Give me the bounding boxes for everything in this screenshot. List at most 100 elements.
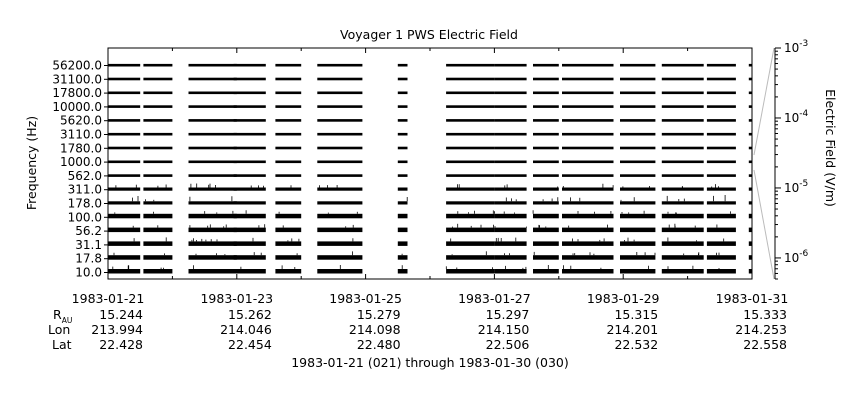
spectrum-band-segment: [446, 119, 495, 122]
spectrum-band-segment: [706, 160, 736, 164]
x-tick-lat: 22.558: [743, 337, 787, 352]
spectrum-band-segment: [748, 132, 752, 136]
spectrum-band-segment: [533, 146, 559, 150]
spectrum-band-segment: [275, 63, 302, 67]
colorbar-connector: [753, 169, 775, 280]
spectrum-band-segment: [143, 174, 173, 177]
x-axis-label: 1983-01-21 (021) through 1983-01-30 (030…: [291, 355, 569, 370]
spectrum-band-segment: [397, 160, 408, 164]
spectrum-band-segment: [446, 91, 495, 95]
spectrum-band-segment: [143, 241, 173, 246]
y-tick-label: 10000.0: [52, 100, 102, 114]
spectrum-band-segment: [446, 146, 495, 150]
spectrum-band-segment: [317, 187, 363, 191]
spectrum-band-segment: [562, 132, 614, 136]
y-tick-label: 100.0: [68, 210, 102, 224]
spectrum-band-segment: [620, 269, 656, 274]
spectrum-band-segment: [620, 201, 656, 205]
spectrum-band-segment: [620, 91, 656, 95]
x-tick-r: 15.315: [614, 307, 658, 322]
spectrum-band-segment: [233, 63, 266, 67]
spectrum-band-segment: [620, 241, 656, 246]
spectrum-band-segment: [661, 187, 704, 191]
spectrum-band-segment: [233, 255, 266, 260]
x-tick-lon: 214.098: [349, 322, 401, 337]
spectrum-band-segment: [275, 132, 302, 136]
spectrum-band-segment: [397, 77, 408, 81]
spectrum-band-segment: [233, 77, 266, 81]
y-tick-label: 1780.0: [60, 141, 102, 155]
spectrum-band-segment: [143, 201, 173, 205]
spectrum-band-segment: [397, 146, 408, 150]
spectrum-band-segment: [108, 91, 141, 95]
spectrum-band-segment: [143, 119, 173, 122]
spectrum-band-segment: [661, 269, 704, 274]
y-tick-label: 10.0: [75, 266, 102, 280]
spectrum-band-segment: [748, 119, 752, 122]
colorbar-tick-label: 10-5: [784, 179, 808, 195]
spectrum-band-segment: [446, 241, 495, 246]
spectrum-band-segment: [188, 119, 237, 122]
spectrum-band-segment: [397, 227, 408, 233]
spectrum-band-segment: [446, 77, 495, 81]
spectrum-band-segment: [275, 201, 302, 205]
spectrum-band-segment: [108, 77, 141, 81]
spectrum-band-segment: [620, 105, 656, 108]
spectrum-band-segment: [661, 160, 704, 164]
spectrum-band-segment: [620, 160, 656, 164]
spectrum-band-segment: [317, 269, 363, 274]
y-tick-label: 56.2: [75, 224, 102, 238]
spectrum-band-segment: [317, 241, 363, 246]
y-tick-label: 17800.0: [52, 86, 102, 100]
spectrum-band-segment: [108, 63, 141, 67]
spectrum-band-segment: [562, 77, 614, 81]
spectrum-band-segment: [706, 241, 736, 246]
spectrum-band-segment: [317, 91, 363, 95]
spectrum-band-segment: [494, 105, 527, 108]
colorbar-label: Electric Field (V/m): [823, 89, 838, 207]
spectrum-band-segment: [275, 255, 302, 260]
x-tick-lat: 22.428: [99, 337, 143, 352]
spectrum-band-segment: [661, 213, 704, 219]
spectrum-band-segment: [748, 63, 752, 67]
ephemeris-row-labels: RAU Lon Lat: [48, 307, 72, 352]
x-tick-lat: 22.480: [357, 337, 401, 352]
x-tick-r: 15.262: [228, 307, 272, 322]
spectrum-band-segment: [188, 160, 237, 164]
spectrum-band-segment: [494, 119, 527, 122]
y-tick-label: 311.0: [68, 183, 102, 197]
x-tick-lon: 214.150: [478, 322, 530, 337]
spectrum-band-segment: [446, 132, 495, 136]
spectrum-band-segment: [494, 201, 527, 205]
spectrum-band-segment: [317, 105, 363, 108]
x-tick-lon: 213.994: [91, 322, 143, 337]
x-tick-lon: 214.253: [735, 322, 787, 337]
spectrum-band-segment: [706, 91, 736, 95]
spectrum-band-segment: [233, 213, 266, 219]
spectrum-band-segment: [143, 63, 173, 67]
spectrum-band-segment: [143, 146, 173, 150]
spectrum-band-segment: [446, 174, 495, 177]
spectrum-band-segment: [706, 77, 736, 81]
spectrum-band-segment: [188, 77, 237, 81]
spectrum-band-segment: [533, 174, 559, 177]
spectrum-band-segment: [533, 241, 559, 246]
spectrum-band-segment: [706, 105, 736, 108]
spectrum-band-segment: [494, 174, 527, 177]
spectrum-band-segment: [562, 160, 614, 164]
spectrum-band-segment: [620, 77, 656, 81]
spectrum-band-segment: [494, 227, 527, 233]
spectrum-band-segment: [620, 227, 656, 233]
spectrum-band-segment: [748, 91, 752, 95]
spectrum-band-segment: [143, 187, 173, 191]
spectrum-band-segment: [533, 255, 559, 260]
spectrum-band-segment: [562, 269, 614, 274]
spectrum-band-segment: [706, 187, 736, 191]
spectrum-band-segment: [108, 241, 141, 246]
spectrum-band-segment: [275, 91, 302, 95]
spectrum-band-segment: [748, 227, 752, 233]
lon-label: Lon: [48, 322, 70, 337]
spectrum-band-segment: [108, 105, 141, 108]
spectrum-band-segment: [275, 174, 302, 177]
spectrum-band-segment: [748, 187, 752, 191]
